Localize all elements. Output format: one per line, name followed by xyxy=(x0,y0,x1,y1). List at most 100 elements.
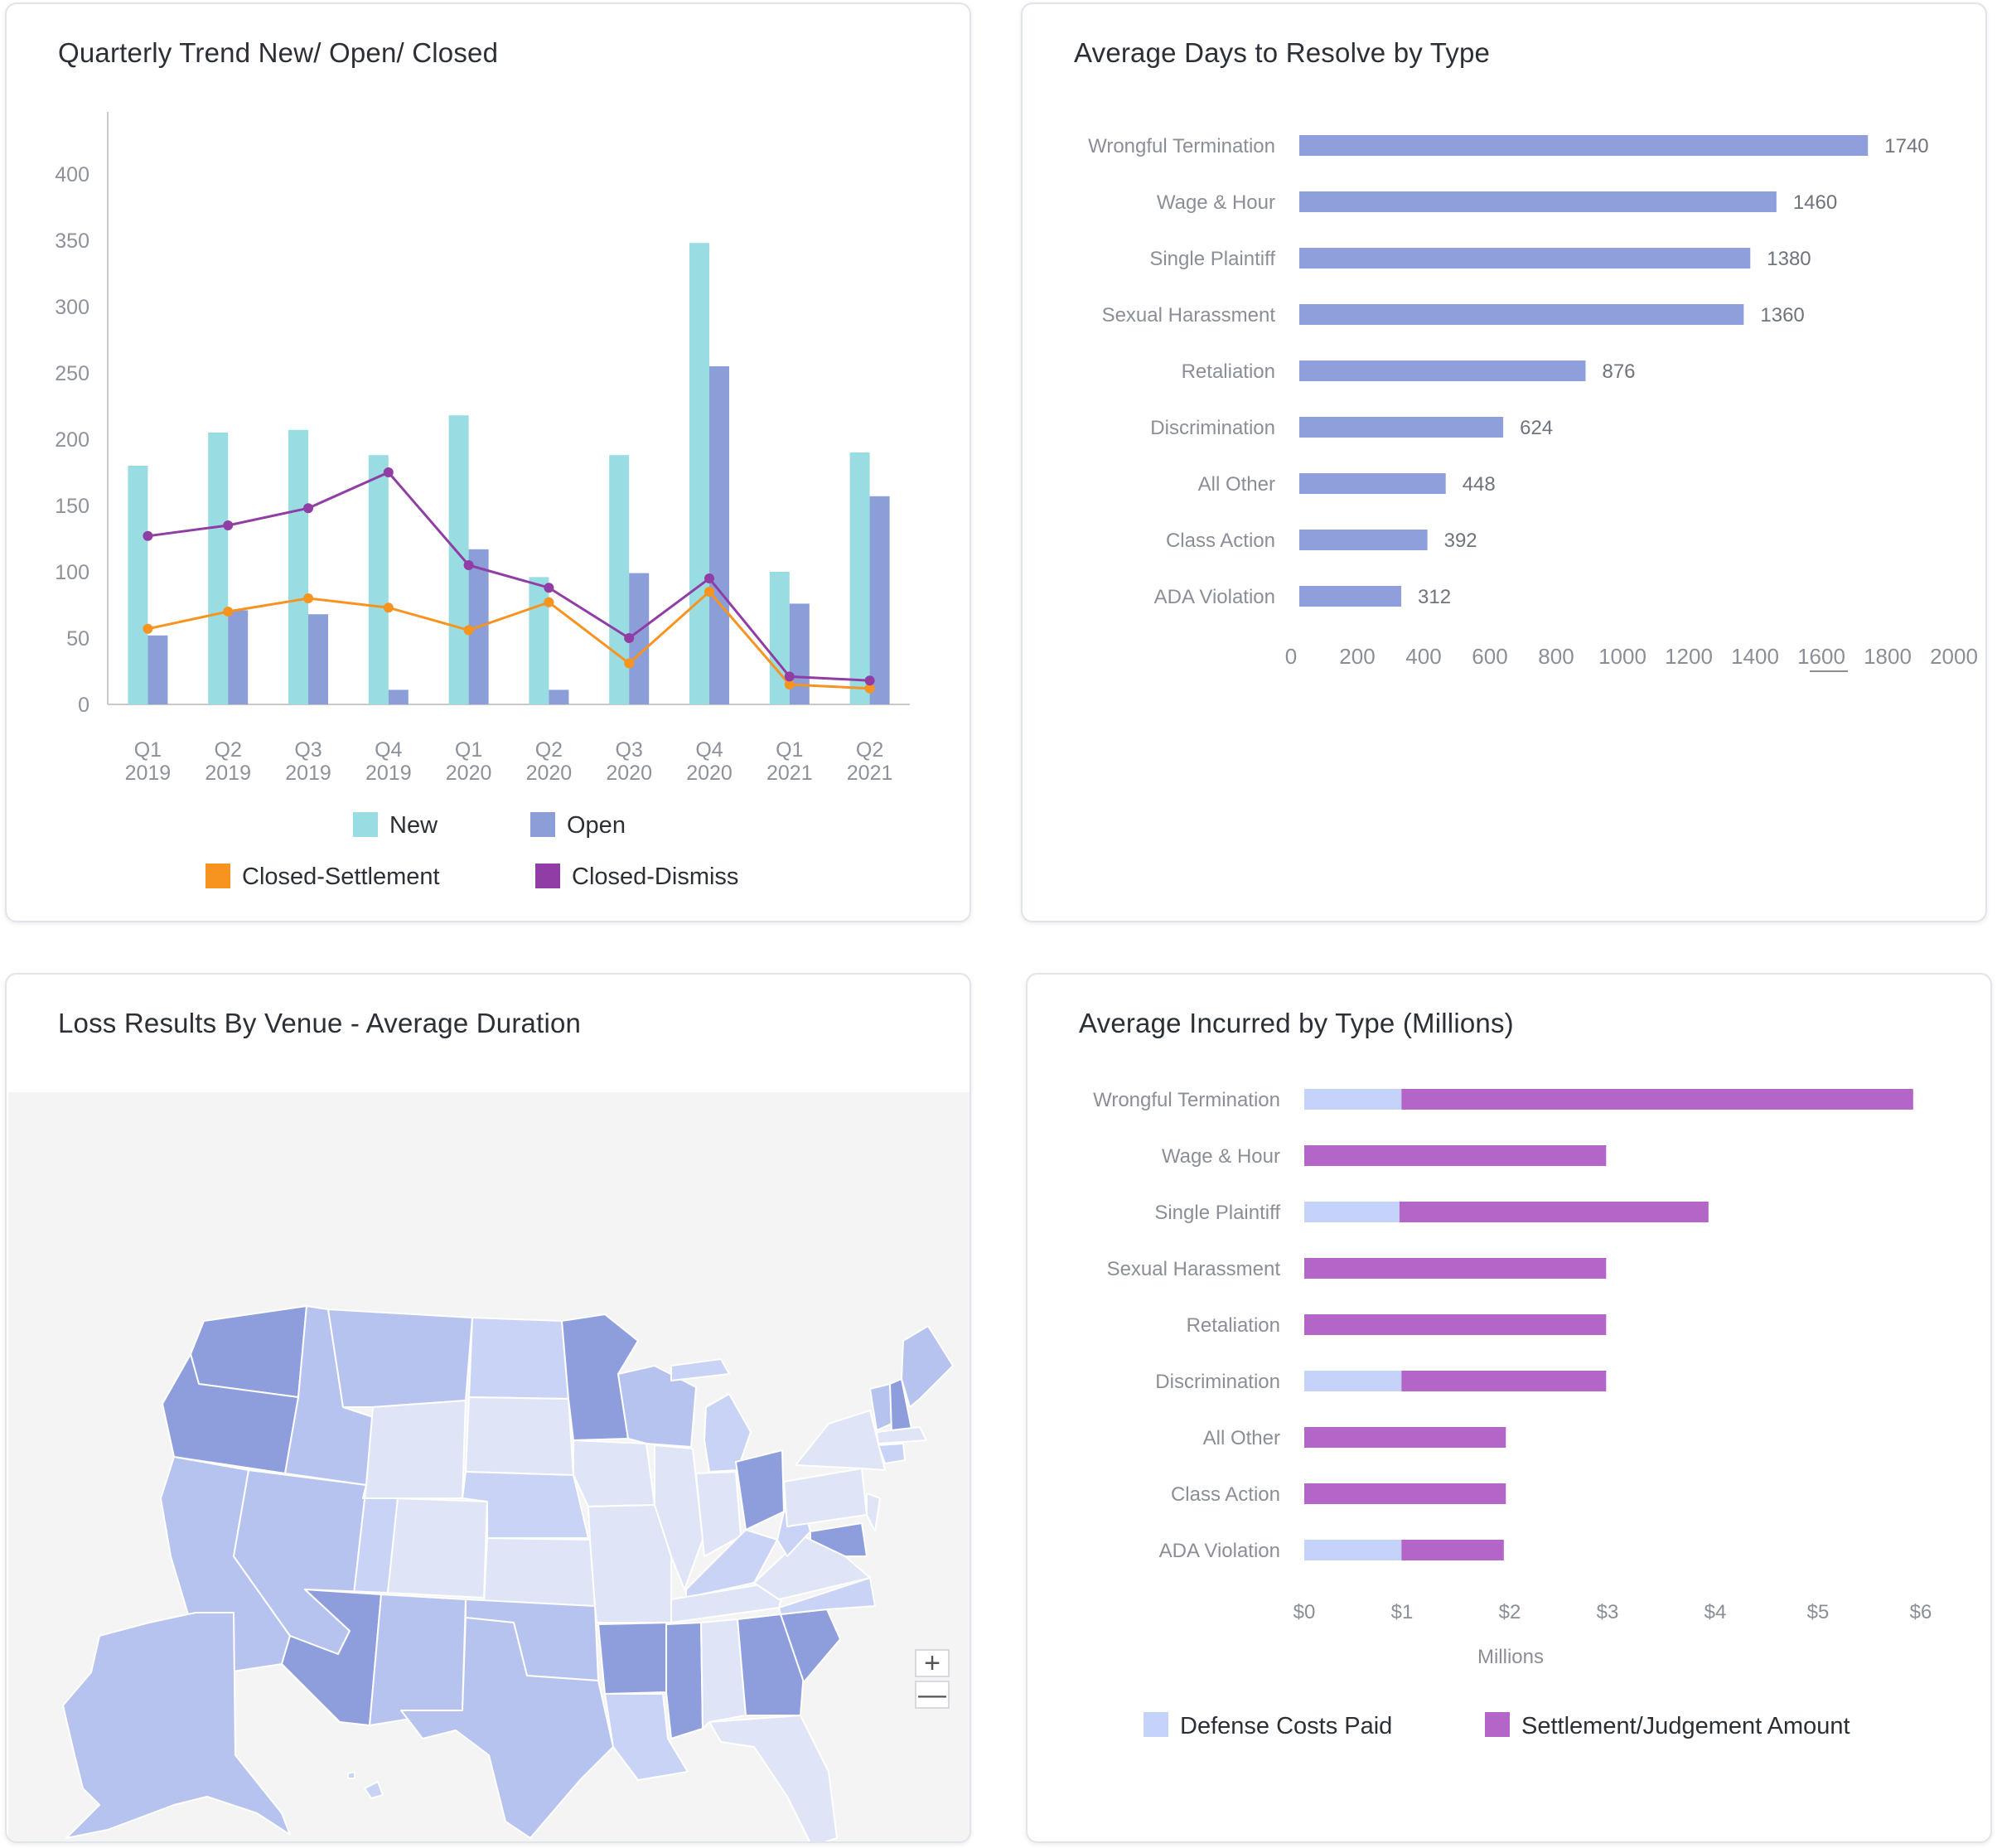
state-ohio[interactable] xyxy=(735,1449,785,1531)
state-iowa[interactable] xyxy=(573,1439,655,1507)
legend-open-swatch xyxy=(530,812,555,837)
x-tick-quarter: Q4 xyxy=(695,738,723,762)
state-pennsylvania[interactable] xyxy=(783,1468,868,1527)
y-tick-label: 0 xyxy=(78,694,89,717)
bar-settlement-retaliation xyxy=(1304,1314,1607,1335)
bar-ada-violation xyxy=(1299,586,1402,607)
zoom-out-button[interactable]: — xyxy=(915,1681,950,1709)
bar-new xyxy=(208,433,229,704)
value-label: 448 xyxy=(1463,473,1496,496)
x-axis-title: Millions xyxy=(1477,1646,1544,1668)
state-arkansas[interactable] xyxy=(597,1622,672,1695)
bar-new xyxy=(128,466,148,704)
x-tick-quarter: Q2 xyxy=(535,738,563,762)
state-mississippi[interactable] xyxy=(665,1622,704,1739)
state-north-carolina[interactable] xyxy=(778,1577,876,1615)
y-tick-label: 300 xyxy=(55,296,89,319)
point-closed-dismiss xyxy=(303,503,313,514)
bar-new xyxy=(849,452,870,704)
map-area[interactable]: + — 103 644 xyxy=(8,1092,969,1841)
y-tick-label: 100 xyxy=(55,561,89,584)
state-connecticut[interactable] xyxy=(878,1443,906,1464)
x-tick-label: $0 xyxy=(1293,1601,1316,1623)
x-tick-year: 2021 xyxy=(847,762,893,785)
category-label-wage-hour: Wage & Hour xyxy=(1162,1145,1280,1168)
bar-wage-hour xyxy=(1299,191,1777,212)
value-label: 1380 xyxy=(1767,248,1811,270)
us-map[interactable] xyxy=(8,1092,969,1841)
state-new-jersey[interactable] xyxy=(866,1492,881,1532)
state-washington[interactable] xyxy=(190,1305,307,1398)
x-tick-label: $4 xyxy=(1704,1601,1727,1623)
point-closed-settlement xyxy=(784,680,795,689)
category-label-ada-violation: ADA Violation xyxy=(1159,1540,1280,1562)
line-closed-settlement xyxy=(147,589,870,690)
zoom-in-button[interactable]: + xyxy=(915,1649,950,1677)
bar-open xyxy=(308,614,328,704)
bar-open xyxy=(228,610,249,704)
state-illinois[interactable] xyxy=(654,1444,704,1590)
state-north-dakota[interactable] xyxy=(468,1317,569,1400)
average-incurred-chart: Wrongful Termination Wage & Hour Single Pl… xyxy=(1093,1089,1932,1739)
value-label: 392 xyxy=(1444,530,1477,552)
point-closed-dismiss xyxy=(463,560,474,570)
state-alaska[interactable] xyxy=(62,1612,291,1839)
bar-new xyxy=(689,243,709,704)
state-maine[interactable] xyxy=(901,1325,954,1408)
legend-defense-swatch xyxy=(1144,1712,1168,1737)
state-south-dakota[interactable] xyxy=(465,1396,574,1476)
quarterly-trend-title: Quarterly Trend New/ Open/ Closed xyxy=(58,37,499,68)
x-tick-label: $2 xyxy=(1499,1601,1521,1623)
state-kansas[interactable] xyxy=(483,1537,596,1607)
category-label-sexual-harassment: Sexual Harassment xyxy=(1107,1258,1281,1280)
bar-settlement-ada-violation xyxy=(1401,1540,1504,1560)
bar-settlement-single-plaintiff xyxy=(1399,1202,1709,1222)
state-hawaii[interactable] xyxy=(347,1771,384,1799)
state-wisconsin[interactable] xyxy=(617,1365,697,1448)
point-closed-dismiss xyxy=(624,633,635,643)
state-missouri[interactable] xyxy=(587,1504,672,1623)
state-louisiana[interactable] xyxy=(604,1693,689,1781)
legend-settlement-swatch xyxy=(1485,1712,1510,1737)
y-tick-label: 50 xyxy=(66,627,89,651)
state-maryland[interactable] xyxy=(810,1522,868,1557)
state-montana[interactable] xyxy=(327,1309,473,1408)
legend-settlement-label: Closed-Settlement xyxy=(242,864,440,890)
average-days-chart: Wrongful Termination 1740 Wage & Hour 1460 S… xyxy=(1088,135,1978,672)
state-georgia[interactable] xyxy=(737,1613,805,1716)
state-wyoming[interactable] xyxy=(362,1400,467,1499)
bar-open xyxy=(388,689,409,704)
point-closed-settlement xyxy=(544,597,554,607)
x-tick-year: 2019 xyxy=(125,762,172,785)
x-tick-quarter: Q3 xyxy=(294,738,322,762)
state-florida[interactable] xyxy=(708,1715,838,1841)
point-closed-dismiss xyxy=(864,675,875,686)
state-massachusetts[interactable] xyxy=(876,1426,927,1444)
category-label-discrimination: Discrimination xyxy=(1155,1371,1280,1393)
bar-new xyxy=(529,577,549,704)
x-tick-label: 0 xyxy=(1285,644,1297,669)
category-label-ada-violation: ADA Violation xyxy=(1154,586,1275,608)
category-label-single-plaintiff: Single Plaintiff xyxy=(1149,248,1275,270)
bar-all-other xyxy=(1299,473,1446,494)
state-texas[interactable] xyxy=(400,1617,614,1839)
state-new-york[interactable] xyxy=(795,1410,886,1471)
state-colorado[interactable] xyxy=(387,1497,488,1599)
state-new-mexico[interactable] xyxy=(369,1594,467,1726)
legend-dismiss-label: Closed-Dismiss xyxy=(572,864,738,890)
average-days-title: Average Days to Resolve by Type xyxy=(1074,37,1491,68)
category-label-discrimination: Discrimination xyxy=(1150,417,1275,439)
point-closed-settlement xyxy=(223,607,234,617)
value-label: 876 xyxy=(1602,360,1635,383)
category-label-single-plaintiff: Single Plaintiff xyxy=(1154,1202,1280,1224)
point-closed-dismiss xyxy=(383,467,394,477)
bar-defense-discrimination xyxy=(1304,1371,1402,1391)
state-alabama[interactable] xyxy=(700,1618,747,1729)
x-tick-quarter: Q3 xyxy=(616,738,643,762)
y-tick-label: 350 xyxy=(55,230,89,253)
bar-discrimination xyxy=(1299,417,1504,438)
average-incurred-card: Average Incurred by Type (Millions) Wron… xyxy=(1026,973,1992,1843)
bar-settlement-class-action xyxy=(1304,1483,1506,1504)
x-tick-label: 1800 xyxy=(1864,644,1912,669)
average-days-card: Average Days to Resolve by Type Wrongful… xyxy=(1021,2,1987,922)
